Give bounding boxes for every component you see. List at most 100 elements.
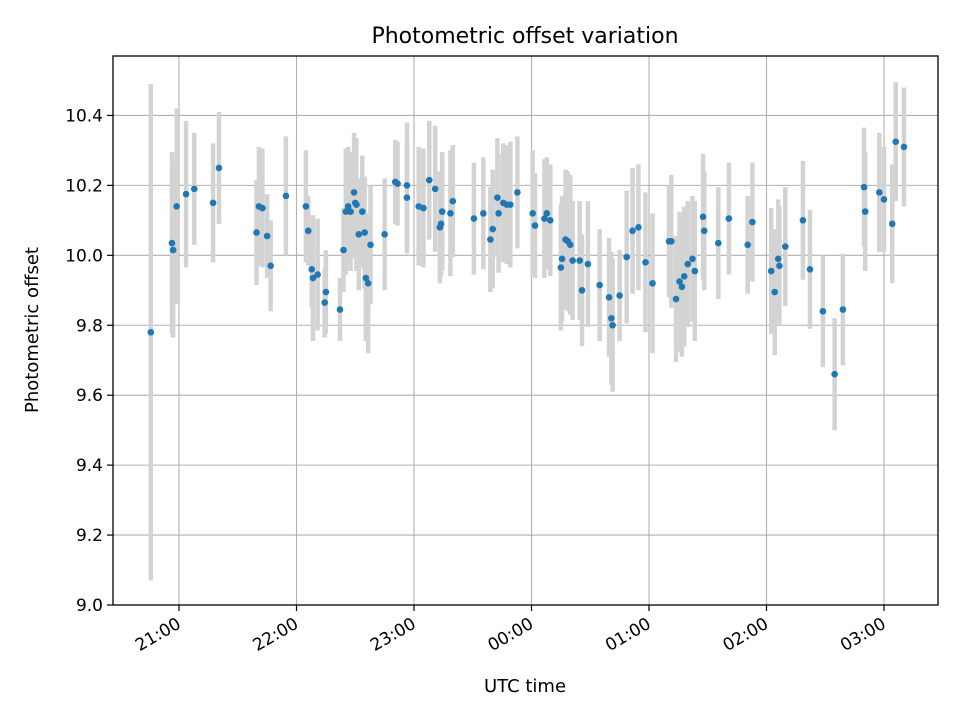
data-point	[558, 255, 566, 263]
data-point	[576, 257, 583, 264]
data-point	[449, 197, 457, 205]
data-point	[394, 180, 401, 187]
data-point	[649, 279, 656, 287]
data-point	[799, 217, 807, 224]
x-axis-label: UTC time	[484, 676, 566, 697]
chart-title: Photometric offset variation	[371, 24, 678, 49]
data-point	[676, 278, 683, 285]
data-point	[715, 239, 722, 247]
data-point	[347, 208, 354, 215]
data-point	[364, 279, 372, 287]
data-point	[308, 266, 316, 273]
data-point	[361, 229, 368, 236]
y-tick-label: 9.0	[76, 596, 103, 616]
data-point	[480, 210, 487, 217]
data-point	[403, 182, 411, 189]
data-point	[806, 266, 814, 273]
data-point	[744, 241, 751, 249]
data-point	[609, 321, 616, 329]
data-point	[608, 314, 615, 322]
data-point	[209, 199, 217, 207]
data-point	[629, 227, 636, 235]
data-point	[173, 203, 180, 210]
data-point	[507, 201, 514, 208]
y-tick-label: 10.0	[65, 246, 103, 266]
data-point	[336, 306, 344, 313]
data-point	[880, 196, 888, 203]
y-tick-label: 10.4	[65, 106, 103, 126]
data-point	[771, 288, 779, 296]
data-point	[776, 262, 783, 270]
data-point	[578, 286, 586, 294]
data-point	[557, 264, 565, 271]
data-point	[147, 328, 155, 336]
y-tick-label: 9.6	[76, 386, 103, 406]
data-point	[569, 257, 576, 264]
data-point	[362, 274, 370, 282]
data-point	[605, 293, 613, 301]
data-point	[782, 243, 789, 250]
data-point	[514, 189, 521, 196]
data-point	[699, 213, 707, 221]
data-point	[689, 255, 696, 263]
y-axis-ticks: 9.0 9.2 9.4 9.6 9.8 10.0 10.2 10.4	[65, 106, 113, 616]
data-point	[543, 210, 551, 217]
data-point	[182, 190, 190, 198]
data-point	[529, 210, 536, 217]
data-point	[831, 370, 838, 378]
grid	[113, 56, 938, 606]
data-point	[425, 176, 433, 184]
data-point	[267, 262, 274, 270]
data-point	[253, 229, 260, 236]
data-point	[749, 218, 756, 226]
data-point	[350, 189, 358, 196]
data-point	[282, 192, 290, 200]
y-axis-label: Photometric offset	[22, 247, 43, 413]
data-point	[495, 210, 502, 217]
data-point	[342, 208, 350, 215]
data-point	[767, 267, 775, 275]
y-tick-label: 9.4	[76, 456, 103, 476]
y-tick-label: 10.2	[65, 176, 103, 196]
data-point	[700, 227, 708, 235]
data-point	[635, 224, 642, 231]
data-point	[616, 292, 623, 299]
data-point	[447, 210, 454, 217]
data-points	[147, 138, 908, 378]
data-point	[494, 194, 501, 201]
data-point	[680, 272, 688, 280]
data-point	[353, 201, 360, 208]
data-point	[431, 185, 439, 193]
data-point	[596, 281, 603, 289]
data-point	[566, 241, 574, 249]
data-point	[684, 260, 692, 268]
plot-area-frame	[112, 55, 939, 606]
data-point	[691, 267, 699, 275]
data-point	[470, 215, 478, 222]
data-point	[860, 183, 868, 191]
data-point	[839, 306, 847, 313]
data-point	[774, 255, 782, 263]
data-point	[487, 236, 494, 243]
data-point	[584, 260, 592, 268]
data-point	[437, 220, 445, 228]
data-point	[169, 246, 177, 254]
data-point	[215, 164, 223, 172]
data-point	[381, 231, 388, 238]
data-point	[367, 241, 374, 249]
data-point	[876, 189, 883, 196]
data-point	[438, 208, 446, 215]
data-point	[309, 274, 317, 282]
data-point	[322, 288, 330, 296]
y-tick-label: 9.8	[76, 316, 103, 336]
data-point	[547, 217, 554, 224]
data-point	[190, 185, 198, 193]
data-point	[668, 238, 675, 245]
data-point	[541, 215, 548, 222]
data-point	[263, 232, 271, 240]
data-point	[678, 283, 686, 291]
data-point	[642, 259, 649, 266]
data-point	[888, 220, 896, 228]
data-point	[672, 295, 680, 303]
